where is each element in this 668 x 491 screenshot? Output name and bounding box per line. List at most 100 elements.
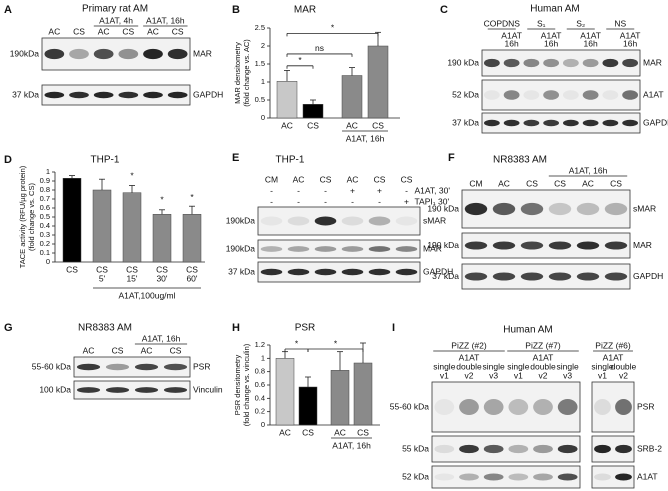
lane-label: CS bbox=[401, 174, 413, 184]
blot-frame bbox=[461, 263, 631, 290]
y-tick-label: 0.6 bbox=[255, 380, 265, 389]
annotation: * bbox=[295, 338, 299, 348]
band bbox=[548, 272, 572, 281]
annotation: * bbox=[331, 23, 335, 33]
band bbox=[93, 91, 114, 99]
band bbox=[260, 268, 283, 276]
kda-label: 190kDa bbox=[226, 215, 256, 225]
band bbox=[44, 91, 65, 99]
treatment-sign: - bbox=[270, 185, 273, 195]
band bbox=[615, 473, 632, 481]
band bbox=[105, 363, 130, 371]
dose-label: single bbox=[507, 361, 529, 371]
x-tick-label: 15' bbox=[126, 273, 137, 283]
lane-label: AC bbox=[83, 345, 95, 355]
y-tick-label: 1.2 bbox=[255, 340, 265, 349]
protein-label: A1AT bbox=[637, 471, 658, 481]
band bbox=[459, 473, 479, 481]
band bbox=[368, 268, 391, 276]
blot-title: Human AM bbox=[530, 4, 579, 15]
lane-label: CS bbox=[526, 178, 538, 188]
lane-label: CS bbox=[554, 178, 566, 188]
protein-label: GAPDH bbox=[633, 271, 663, 281]
drug-label: A1AT bbox=[603, 352, 624, 362]
visit-label: v2 bbox=[465, 370, 474, 380]
band bbox=[582, 58, 599, 68]
band bbox=[543, 58, 560, 68]
x-tick-label: AC bbox=[346, 120, 358, 130]
dose-label: double bbox=[456, 361, 482, 371]
band bbox=[576, 241, 600, 250]
bar bbox=[330, 370, 350, 426]
lane-label: CM bbox=[469, 178, 482, 188]
group-label: A1AT, 16h bbox=[346, 133, 385, 143]
band bbox=[508, 444, 529, 454]
band bbox=[287, 216, 310, 226]
band bbox=[464, 241, 488, 250]
bar bbox=[275, 358, 295, 426]
band bbox=[576, 272, 600, 281]
treatment-label: 16h bbox=[505, 38, 519, 48]
band bbox=[260, 216, 283, 226]
group-label: A1AT, 16h bbox=[332, 440, 371, 450]
y-tick-label: 0.3 bbox=[40, 230, 50, 239]
treatment-sign: + bbox=[350, 185, 355, 195]
chart-title: PSR bbox=[295, 323, 316, 334]
y-axis-label: PSR densitometry bbox=[233, 355, 242, 416]
y-tick-label: 0.4 bbox=[40, 221, 50, 230]
panel-label: G bbox=[4, 322, 13, 334]
band bbox=[287, 246, 310, 252]
blot-title: NR8383 AM bbox=[493, 155, 547, 166]
y-tick-label: 2 bbox=[261, 41, 265, 50]
protein-label: GAPDH bbox=[423, 266, 453, 276]
blot-title: NR8383 AM bbox=[78, 323, 132, 334]
protein-label: MAR bbox=[643, 57, 662, 67]
band bbox=[604, 202, 628, 216]
blot-frame bbox=[431, 465, 581, 489]
lane-label: S₂ bbox=[576, 18, 585, 28]
y-tick-label: 0.8 bbox=[40, 185, 50, 194]
band bbox=[459, 444, 479, 454]
band bbox=[395, 246, 418, 252]
band bbox=[76, 387, 101, 393]
protein-label: MAR bbox=[633, 240, 652, 250]
group-label: A1AT,100ug/ml bbox=[118, 290, 175, 300]
dose-label: single bbox=[433, 361, 455, 371]
panel-label: E bbox=[232, 152, 239, 164]
drug-label: A1AT bbox=[459, 352, 480, 362]
y-tick-label: 0 bbox=[46, 257, 50, 266]
kda-label: 37 kDa bbox=[228, 266, 255, 276]
blot-frame bbox=[257, 206, 421, 236]
x-tick-label: CS bbox=[96, 264, 108, 274]
band bbox=[368, 216, 391, 226]
bar bbox=[353, 362, 373, 426]
band bbox=[368, 246, 391, 252]
protein-label: GAPDH bbox=[193, 89, 223, 99]
treatment-label: 16h bbox=[584, 38, 598, 48]
blot-frame bbox=[73, 380, 191, 400]
band bbox=[523, 90, 540, 100]
x-tick-label: CS bbox=[126, 264, 138, 274]
bar bbox=[276, 81, 298, 119]
bar bbox=[182, 214, 202, 263]
band bbox=[163, 387, 188, 393]
lane-label: AC bbox=[98, 26, 110, 36]
x-tick-label: AC bbox=[334, 427, 346, 437]
x-tick-label: CS bbox=[357, 427, 369, 437]
band bbox=[134, 363, 159, 371]
lane-label: COPDNS bbox=[484, 18, 521, 28]
treatment-sign: + bbox=[404, 196, 409, 206]
kda-label: 190kDa bbox=[226, 243, 256, 253]
blot-frame bbox=[481, 112, 641, 134]
x-tick-label: CS bbox=[302, 427, 314, 437]
band bbox=[557, 473, 578, 481]
band bbox=[118, 91, 139, 99]
band bbox=[76, 363, 101, 371]
blot-frame bbox=[431, 381, 581, 433]
group-label: A1AT, 16h bbox=[146, 15, 185, 25]
band bbox=[622, 119, 639, 127]
band bbox=[615, 399, 632, 415]
band bbox=[434, 473, 455, 481]
visit-label: v2 bbox=[539, 370, 548, 380]
